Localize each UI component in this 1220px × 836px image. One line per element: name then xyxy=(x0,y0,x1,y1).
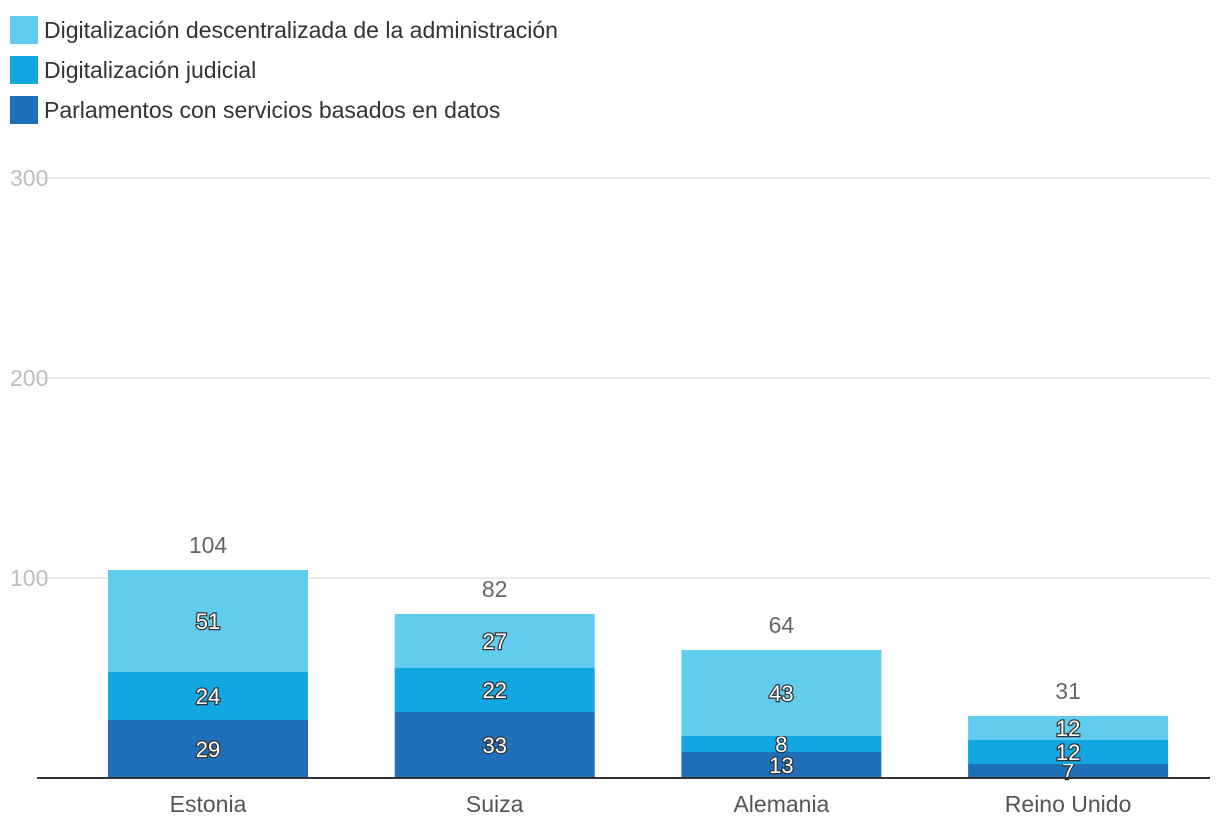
data-label-3-1: 12 xyxy=(1056,740,1080,765)
data-label-1-0: 33 xyxy=(482,733,506,758)
data-label-0-2: 51 xyxy=(196,609,220,634)
bar-segment-0-1 xyxy=(108,672,308,720)
legend-label-descentralizada: Digitalización descentralizada de la adm… xyxy=(44,16,558,43)
bar-segment-3-1 xyxy=(968,740,1169,764)
x-tick-label-0: Estonia xyxy=(170,791,247,817)
data-label-2-1: 8 xyxy=(775,732,787,757)
bar-segment-0-0 xyxy=(108,720,308,778)
data-label-2-0: 13 xyxy=(769,753,793,778)
total-label-0: 104 xyxy=(189,532,228,558)
legend-label-parlamentos: Parlamentos con servicios basados en dat… xyxy=(44,96,501,123)
legend-item-parlamentos: Parlamentos con servicios basados en dat… xyxy=(10,90,558,130)
legend-swatch-judicial xyxy=(10,56,38,84)
legend-item-judicial: Digitalización judicial xyxy=(10,50,558,90)
bar-segment-1-2 xyxy=(394,614,595,668)
bar-segment-3-2 xyxy=(968,716,1169,740)
bar-segment-2-2 xyxy=(681,650,882,736)
bar-segment-3-0 xyxy=(968,764,1169,778)
y-tick-label-100: 100 xyxy=(10,565,48,591)
x-tick-label-3: Reino Unido xyxy=(1005,791,1132,817)
total-label-2: 64 xyxy=(769,612,795,638)
bar-segment-0-2 xyxy=(108,570,308,672)
y-tick-label-300: 300 xyxy=(10,165,48,191)
total-label-1: 82 xyxy=(482,576,508,602)
total-label-3: 31 xyxy=(1055,678,1081,704)
data-label-0-0: 29 xyxy=(196,737,220,762)
y-tick-label-200: 200 xyxy=(10,365,48,391)
data-label-3-2: 12 xyxy=(1056,716,1080,741)
legend-swatch-parlamentos xyxy=(10,96,38,124)
data-label-2-2: 43 xyxy=(769,681,793,706)
bar-segment-1-1 xyxy=(394,668,595,712)
legend-label-judicial: Digitalización judicial xyxy=(44,56,257,83)
legend: Digitalización descentralizada de la adm… xyxy=(10,10,558,130)
x-tick-label-2: Alemania xyxy=(733,791,829,817)
data-label-1-2: 27 xyxy=(482,629,506,654)
legend-item-descentralizada: Digitalización descentralizada de la adm… xyxy=(10,10,558,50)
bar-segment-1-0 xyxy=(394,712,595,778)
x-tick-label-1: Suiza xyxy=(466,791,524,817)
data-label-0-1: 24 xyxy=(196,684,220,709)
bar-segment-2-0 xyxy=(681,752,882,778)
legend-swatch-descentralizada xyxy=(10,16,38,44)
bar-segment-2-1 xyxy=(681,736,882,752)
data-label-1-1: 22 xyxy=(482,678,506,703)
